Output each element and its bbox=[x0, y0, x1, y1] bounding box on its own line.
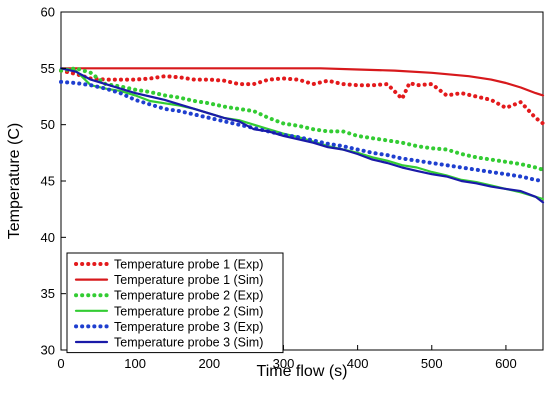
series-line-1 bbox=[59, 68, 545, 126]
series-line-3 bbox=[59, 66, 545, 172]
y-tick-label: 40 bbox=[41, 230, 55, 245]
x-tick-label: 300 bbox=[273, 356, 295, 371]
legend-box bbox=[66, 252, 284, 354]
legend-label-5: Temperature probe 3 (Exp) bbox=[114, 320, 263, 334]
legend-label-4: Temperature probe 2 (Sim) bbox=[114, 304, 263, 318]
y-tick-label: 55 bbox=[41, 61, 55, 76]
series-line-5 bbox=[59, 79, 545, 183]
y-axis-title: Temperature (C) bbox=[6, 123, 23, 239]
y-tick-label: 50 bbox=[41, 117, 55, 132]
legend-label-6: Temperature probe 3 (Sim) bbox=[114, 336, 263, 350]
y-tick-label: 60 bbox=[41, 5, 55, 20]
x-tick-label: 600 bbox=[495, 356, 517, 371]
legend-label-1: Temperature probe 1 (Exp) bbox=[114, 258, 263, 272]
x-tick-label: 400 bbox=[347, 356, 369, 371]
x-tick-label: 0 bbox=[57, 356, 64, 371]
legend-label-3: Temperature probe 2 (Exp) bbox=[114, 289, 263, 303]
axis-layer: 0 100 200 300 400 500 600 30 35 40 45 50 55 60 bbox=[41, 5, 517, 372]
x-axis-title: Time flow (s) bbox=[257, 363, 348, 380]
legend-label-2: Temperature probe 1 (Sim) bbox=[114, 273, 263, 287]
legend: Temperature probe 1 (Exp)Temperature pro… bbox=[66, 252, 284, 354]
series-line-6 bbox=[59, 67, 545, 204]
y-tick-label: 35 bbox=[41, 286, 55, 301]
y-tick-label: 30 bbox=[41, 343, 55, 358]
x-tick-label: 100 bbox=[124, 356, 146, 371]
series-layer bbox=[59, 66, 545, 204]
y-tick-label: 45 bbox=[41, 174, 55, 189]
x-tick-label: 200 bbox=[198, 356, 220, 371]
series-line-2 bbox=[59, 67, 545, 97]
x-tick-label: 500 bbox=[421, 356, 443, 371]
